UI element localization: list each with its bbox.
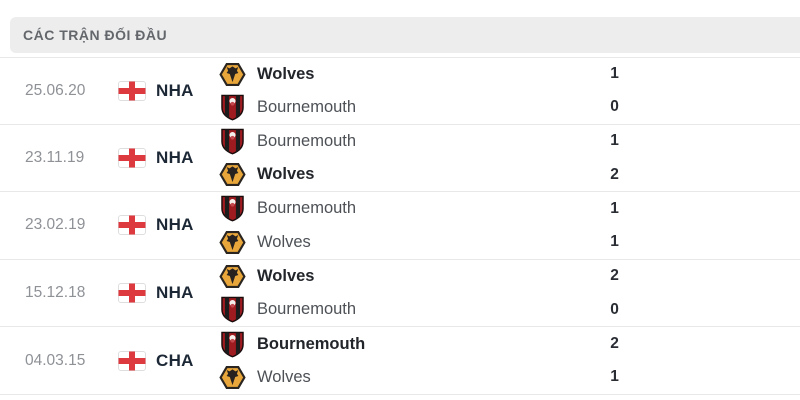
- score-home: 1: [610, 65, 619, 83]
- match-row[interactable]: 25.06.20 NHA Wolves Bournemouth 1 0: [0, 57, 800, 125]
- wolves-badge-icon: [219, 263, 246, 290]
- match-date: 25.06.20: [25, 81, 86, 99]
- score-home: 2: [610, 267, 619, 285]
- competition-code: NHA: [156, 215, 194, 235]
- score-away: 1: [610, 233, 619, 251]
- bournemouth-badge-icon: [219, 331, 246, 358]
- competition-code: CHA: [156, 350, 194, 370]
- bournemouth-badge-icon: [219, 195, 246, 222]
- england-flag-icon: [118, 283, 146, 303]
- bournemouth-badge-icon: [219, 128, 246, 155]
- competition: CHA: [118, 327, 194, 394]
- wolves-badge-icon: [219, 364, 246, 391]
- score-away: 0: [610, 98, 619, 116]
- team-name: Bournemouth: [257, 334, 366, 353]
- score-away: 2: [610, 165, 619, 183]
- competition-code: NHA: [156, 80, 194, 100]
- score-away: 0: [610, 300, 619, 318]
- england-flag-icon: [118, 81, 146, 101]
- team-line: Wolves: [219, 361, 579, 394]
- match-row[interactable]: 15.12.18 NHA Wolves Bournemouth 2 0: [0, 259, 800, 328]
- england-flag-icon: [118, 351, 146, 371]
- team-line: Bournemouth: [219, 125, 579, 158]
- team-name: Wolves: [257, 266, 315, 285]
- team-name: Wolves: [257, 367, 311, 386]
- team-name: Bournemouth: [257, 199, 357, 218]
- teams: Wolves Bournemouth: [219, 260, 579, 327]
- team-line: Wolves: [219, 58, 579, 91]
- competition-code: NHA: [156, 147, 194, 167]
- match-date: 23.11.19: [25, 148, 85, 166]
- team-line: Bournemouth: [219, 327, 579, 360]
- england-flag-icon: [118, 148, 146, 168]
- wolves-badge-icon: [219, 229, 246, 256]
- score-away: 1: [610, 368, 619, 386]
- scores: 1 1: [598, 192, 631, 259]
- scores: 2 0: [598, 260, 631, 327]
- scores: 1 0: [598, 58, 631, 124]
- team-name: Wolves: [257, 64, 315, 83]
- match-row[interactable]: 23.11.19 NHA Bournemouth Wolves 1 2: [0, 124, 800, 193]
- match-row[interactable]: 23.02.19 NHA Bournemouth Wolves 1 1: [0, 192, 800, 260]
- match-date: 15.12.18: [25, 284, 86, 302]
- team-line: Bournemouth: [219, 91, 579, 124]
- wolves-badge-icon: [219, 61, 246, 88]
- team-line: Bournemouth: [219, 293, 579, 326]
- team-name: Wolves: [257, 232, 311, 251]
- score-home: 1: [610, 132, 619, 150]
- team-line: Wolves: [219, 158, 579, 191]
- bournemouth-badge-icon: [219, 94, 246, 121]
- team-line: Wolves: [219, 260, 579, 293]
- teams: Bournemouth Wolves: [219, 192, 579, 259]
- competition-code: NHA: [156, 283, 194, 303]
- match-list: 25.06.20 NHA Wolves Bournemouth 1 0: [0, 57, 800, 395]
- match-date: 04.03.15: [25, 351, 86, 369]
- section-title: CÁC TRẬN ĐỐI ĐẦU: [10, 17, 800, 53]
- teams: Bournemouth Wolves: [219, 327, 579, 394]
- team-line: Bournemouth: [219, 192, 579, 225]
- match-row[interactable]: 04.03.15 CHA Bournemouth Wolves 2 1: [0, 327, 800, 395]
- bournemouth-badge-icon: [219, 296, 246, 323]
- section-title-text: CÁC TRẬN ĐỐI ĐẦU: [23, 27, 168, 43]
- competition: NHA: [118, 125, 194, 192]
- match-date: 23.02.19: [25, 216, 86, 234]
- team-name: Bournemouth: [257, 300, 357, 319]
- score-home: 2: [610, 335, 619, 353]
- competition: NHA: [118, 192, 194, 259]
- teams: Wolves Bournemouth: [219, 58, 579, 124]
- scores: 2 1: [598, 327, 631, 394]
- england-flag-icon: [118, 215, 146, 235]
- teams: Bournemouth Wolves: [219, 125, 579, 192]
- team-name: Wolves: [257, 165, 315, 184]
- scores: 1 2: [598, 125, 631, 192]
- team-name: Bournemouth: [257, 97, 357, 116]
- score-home: 1: [610, 199, 619, 217]
- competition: NHA: [118, 260, 194, 327]
- team-line: Wolves: [219, 225, 579, 258]
- competition: NHA: [118, 58, 194, 124]
- wolves-badge-icon: [219, 161, 246, 188]
- team-name: Bournemouth: [257, 131, 357, 150]
